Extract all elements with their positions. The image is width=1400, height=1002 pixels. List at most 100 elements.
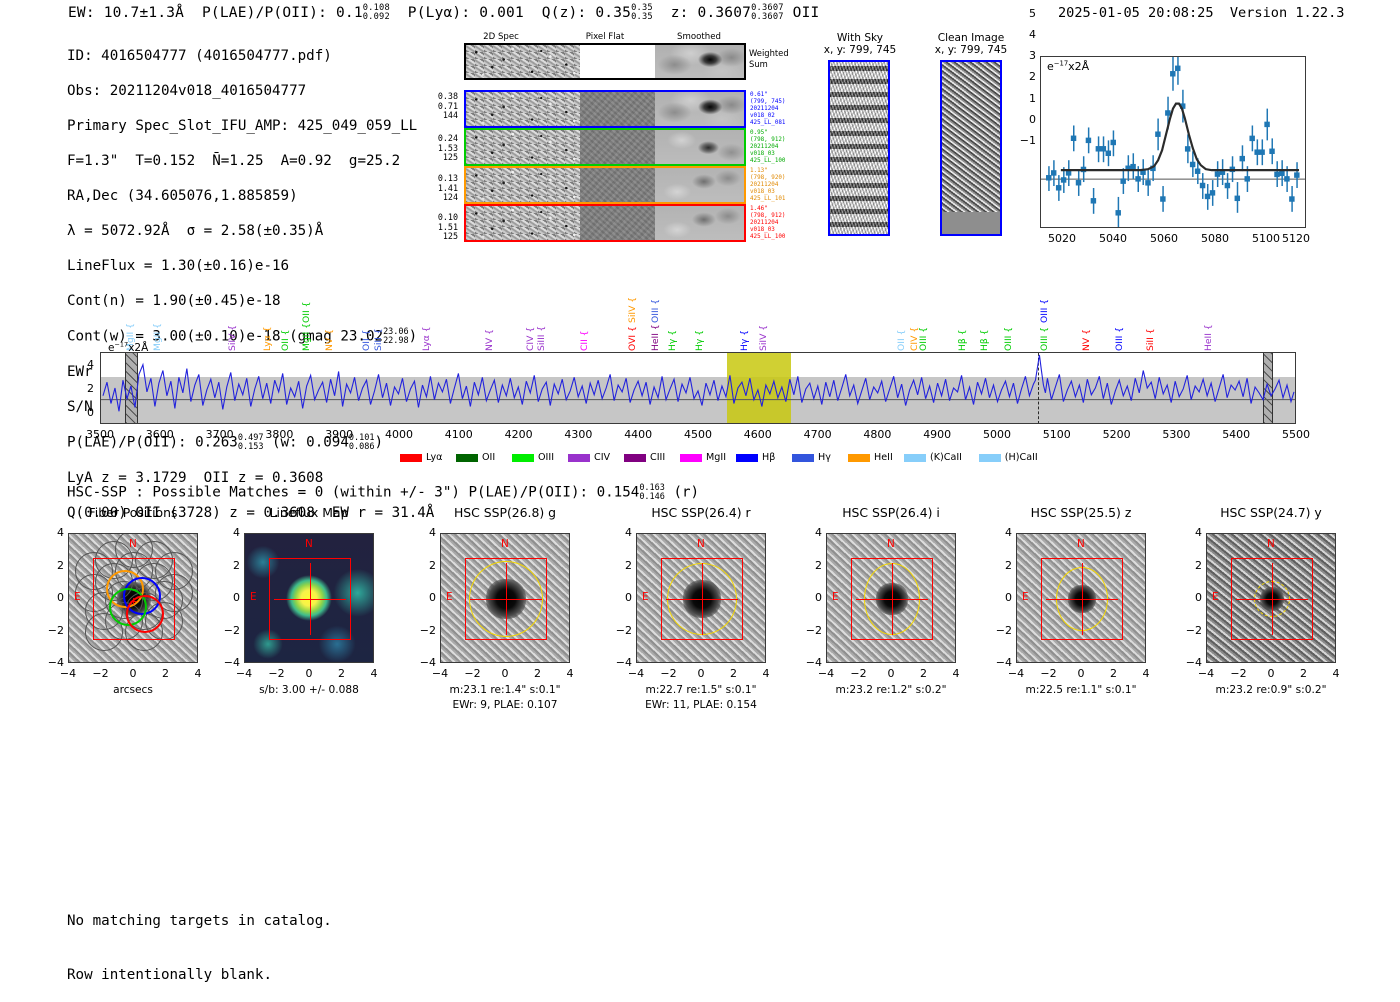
cutout-4-ytick--4: −4 — [805, 656, 822, 669]
spec-xtick-4200: 4200 — [504, 428, 533, 441]
position-marker: + — [130, 594, 138, 608]
cutout-5-caption-1: m:22.5 re:1.1" s:0.1" — [1025, 684, 1137, 696]
cutout-6-ytick-4: 4 — [1195, 526, 1202, 539]
legend-swatch — [400, 453, 422, 462]
hsc-header-sup: 0.163 — [639, 483, 665, 493]
cutout-0-xlabel: arcsecs — [113, 684, 153, 696]
summary-plae-label: P(LAE)/P(OII): — [201, 4, 328, 21]
version-label: Version 1.22.3 — [1229, 5, 1345, 21]
fit-ytick-1: 1 — [1029, 92, 1036, 105]
spec2d-header-smoothed: Smoothed — [677, 32, 721, 42]
hsc-header-prefix: HSC-SSP : Possible Matches = 0 (within +… — [67, 484, 589, 501]
line-label-SiIV-3: SiIV { — [758, 324, 770, 351]
spec2d-block: 2D Spec Pixel Flat Smoothed Weighted Sum… — [432, 32, 789, 252]
line-label-OII-4: OII { — [895, 329, 907, 351]
line-label-NV-2: NV { — [483, 329, 495, 351]
fit-xtick-5040: 5040 — [1099, 232, 1127, 245]
cutout-0-xtick--4: −4 — [59, 667, 77, 680]
line-label-OIII: OIII { — [649, 298, 661, 323]
spec-xtick-5500: 5500 — [1282, 428, 1310, 441]
line-label-NV-3: NV { — [1080, 329, 1092, 351]
cutout-6-ytick--4: −4 — [1185, 656, 1202, 669]
cutout-3-xtick-0: 0 — [697, 667, 705, 680]
fiber-2-meta: 0.95" (798, 912) 20211204 v018_03 425_LL… — [750, 130, 786, 165]
spec-xtick-4900: 4900 — [923, 428, 952, 441]
cutout-2-xtick-0: 0 — [501, 667, 509, 680]
cutout-3-xtick-4: 4 — [762, 667, 770, 680]
cutout-3-xtick--4: −4 — [627, 667, 645, 680]
summary-plae-sub: 0.092 — [362, 11, 390, 22]
cutout-0-xtick-4: 4 — [194, 667, 202, 680]
info-line-id: ID: 4016504777 (4016504777.pdf) — [67, 47, 332, 64]
summary-ew-value: 10.7±1.3Å — [103, 4, 185, 21]
weighted-sum-strip — [464, 43, 746, 80]
legend-swatch — [736, 453, 758, 462]
legend-label: HeII — [874, 452, 893, 463]
spec-xtick-4600: 4600 — [743, 428, 772, 441]
cutout-row: Fiber Positions + N E −4 −2 0 2 4 4 2 0 −2 −4 arcsecs L… — [0, 505, 1400, 735]
line-label-OIII-6: OIII { — [1113, 326, 1125, 351]
cutout-3-xtick-2: 2 — [730, 667, 737, 680]
legend-item-(K)CaII: (K)CaII — [904, 452, 962, 463]
cutout-2-ytick-4: 4 — [429, 526, 436, 539]
cutout-title-3: HSC SSP(26.4) r — [651, 505, 751, 520]
compass-north: N — [501, 538, 509, 550]
spec2d-header-2dspec: 2D Spec — [483, 32, 519, 42]
cutout-2-xtick-4: 4 — [566, 667, 574, 680]
legend-swatch — [568, 453, 590, 462]
spec-xtick-3500: 3500 — [86, 428, 114, 441]
info-line-cont-w: Cont(w) = 3.00(±0.10)e-18 (gmag 23.0223.… — [67, 327, 418, 346]
line-label-Hgamma: Hγ { — [667, 329, 679, 351]
info-line-cont-n: Cont(n) = 1.90(±0.45)e-18 — [67, 293, 281, 310]
cutout-5-xtick-4: 4 — [1142, 667, 1150, 680]
legend-item-MgII: MgII — [680, 452, 726, 463]
cutout-title-1: Lineflux Map — [269, 505, 349, 520]
cutout-0-ytick-4: 4 — [57, 526, 64, 539]
cutout-5-xtick--4: −4 — [1007, 667, 1025, 680]
summary-plae-value: 0.1 — [335, 4, 363, 21]
cutout-0-ytick-0: 0 — [57, 591, 64, 604]
fiber-3-values: 0.13 1.41 124 — [437, 173, 458, 203]
crosshair-vertical — [1082, 563, 1084, 635]
cutout-1-xtick--2: −2 — [268, 667, 285, 680]
summary-qz-label: Q(z): — [541, 4, 587, 21]
line-label-OII-2: OII { — [301, 301, 313, 323]
line-label-OIII-3: OIII { — [1003, 326, 1015, 351]
cutout-2-ytick-0: 0 — [429, 591, 436, 604]
aperture-box — [1231, 558, 1313, 640]
cutout-2-xtick--4: −4 — [431, 667, 449, 680]
cutout-1-xtick-0: 0 — [305, 667, 313, 680]
summary-plae-sup: 0.108 — [362, 3, 390, 13]
cutout-title-2: HSC SSP(26.8) g — [453, 505, 557, 520]
legend-label: CIII — [650, 452, 666, 463]
info-line-seeing: F=1.3" T=0.152 N̄=1.25 A=0.92 g=25.2 — [67, 152, 401, 169]
line-label-NV: NV { — [324, 329, 335, 351]
cutout-0-ytick-2: 2 — [57, 558, 64, 572]
line-label-OIII-5: OIII { — [1039, 298, 1050, 323]
fit-ytick-5: 5 — [1029, 7, 1036, 20]
legend-item-CIII: CIII — [624, 452, 665, 463]
info-line-primary-spec: Primary Spec_Slot_IFU_AMP: 425_049_059_L… — [67, 117, 418, 134]
spectrum-annotation: e−17x2Å — [108, 340, 149, 354]
spec-xtick-4800: 4800 — [863, 428, 892, 441]
fit-xtick-5020: 5020 — [1048, 232, 1076, 245]
cutout-1-xtick-4: 4 — [370, 667, 378, 680]
compass-east: E — [250, 591, 257, 603]
fiber-2-values: 0.24 1.53 125 — [437, 133, 458, 163]
summary-header: EW: 10.7±1.3Å P(LAE)/P(OII): 0.10.108 0.0… — [68, 4, 819, 22]
cutout-6-xtick-4: 4 — [1332, 667, 1340, 680]
fiber-3-strip — [464, 166, 746, 204]
spec-xtick-4500: 4500 — [684, 428, 712, 441]
cutout-5-ytick-0: 0 — [1005, 591, 1012, 604]
cutout-5-ytick-2: 2 — [1005, 558, 1012, 572]
line-label-Hbeta: Hβ { — [956, 329, 968, 351]
cutout-image-0[interactable]: + N E — [68, 533, 198, 663]
spec-xtick-5200: 5200 — [1102, 428, 1131, 441]
cutout-2-ytick--2: −2 — [419, 623, 436, 637]
